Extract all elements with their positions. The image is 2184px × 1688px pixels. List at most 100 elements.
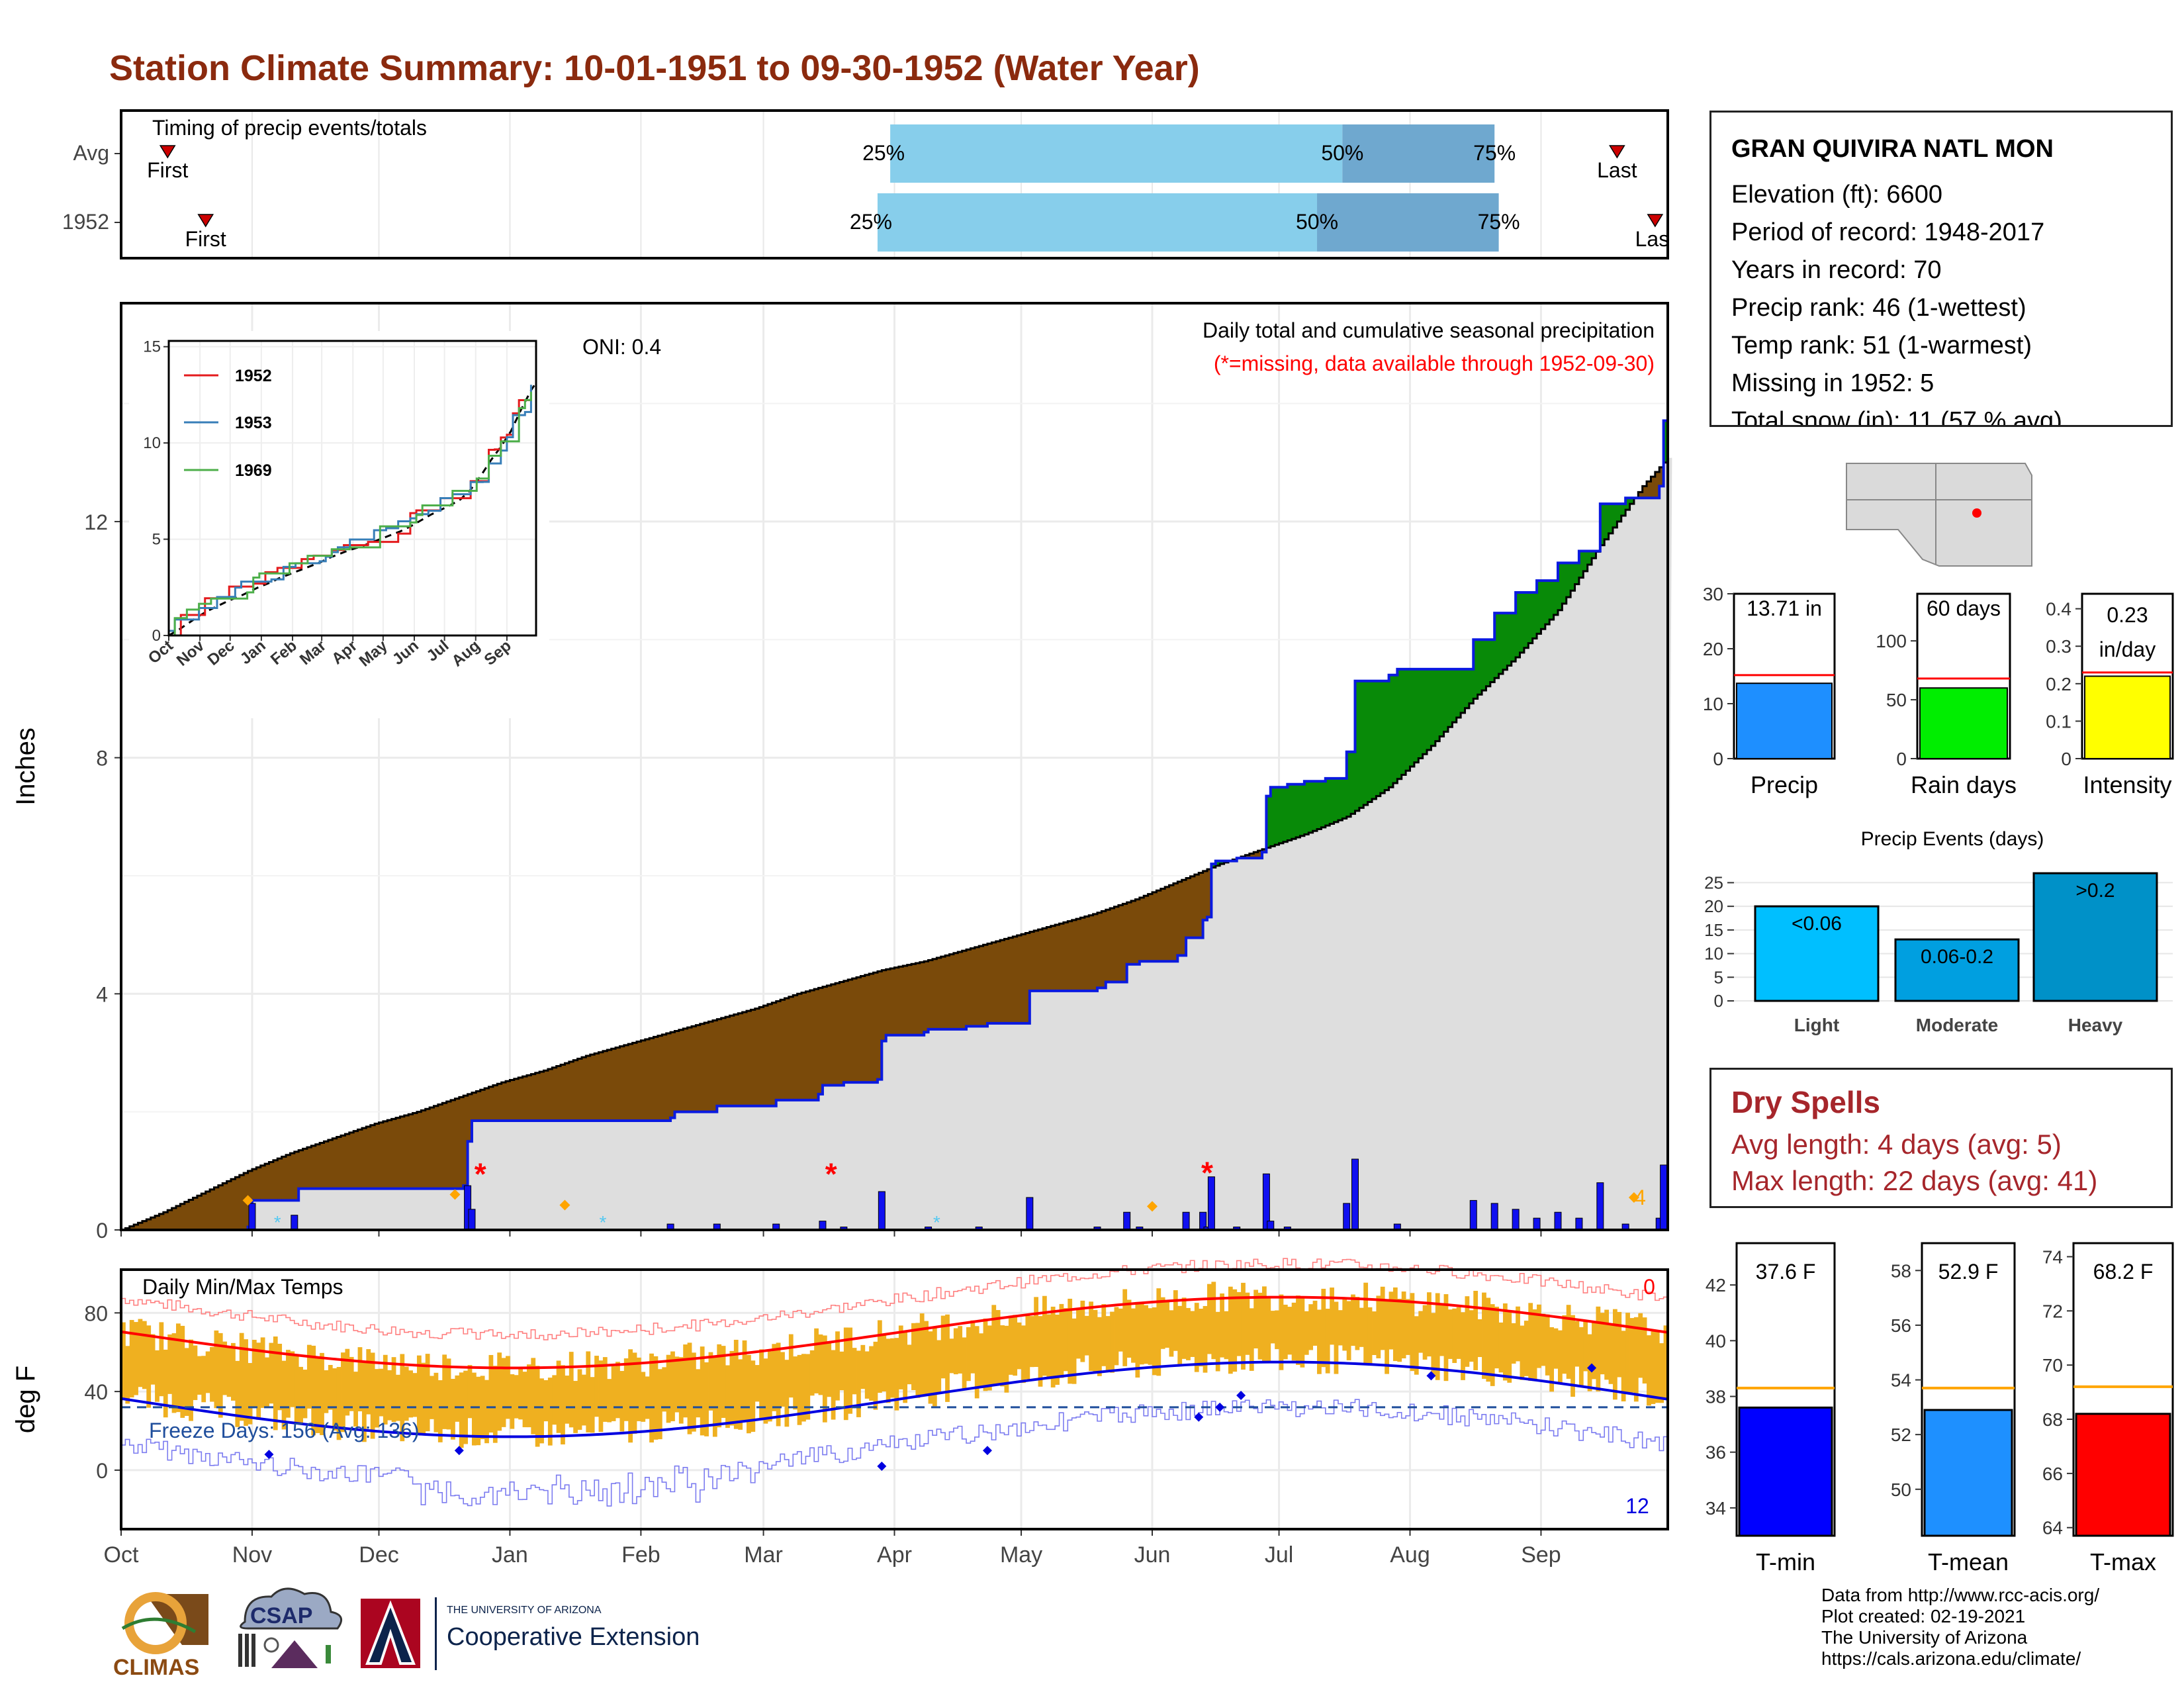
temp-daily-range-bar	[294, 1354, 299, 1425]
temp-x-tick-label: Jun	[1134, 1542, 1171, 1568]
precip-deficit-band	[176, 1205, 181, 1230]
precip-surplus-band	[1617, 504, 1622, 522]
timing-p25-label: 25%	[862, 141, 905, 165]
temp-daily-range-bar	[379, 1368, 384, 1417]
precip-deficit-band	[459, 1097, 464, 1189]
temp-daily-range-bar	[1042, 1295, 1047, 1376]
temp-daily-range-bar	[1410, 1293, 1415, 1372]
precip-snow-marker	[1628, 1192, 1639, 1203]
temp-daily-range-bar	[1397, 1299, 1402, 1362]
temp-daily-range-bar	[357, 1347, 363, 1412]
temp-daily-range-bar	[712, 1357, 717, 1437]
precip-deficit-band	[607, 1050, 612, 1121]
precip-deficit-band	[488, 1086, 494, 1121]
temp-daily-range-bar	[958, 1326, 963, 1374]
temp-daily-range-bar	[1287, 1307, 1293, 1355]
temp-daily-range-bar	[408, 1370, 413, 1418]
precip-deficit-band	[451, 1100, 456, 1189]
precip-surplus-band	[1215, 861, 1220, 866]
temp-daily-range-bar	[1245, 1292, 1250, 1355]
precip-deficit-band	[1105, 910, 1111, 982]
temp-record-marker	[982, 1446, 992, 1456]
precip-deficit-band	[1257, 851, 1263, 859]
temp-daily-range-bar	[1385, 1301, 1389, 1374]
precip-deficit-band	[721, 1017, 726, 1106]
timing-frame	[120, 109, 1669, 259]
precip-surplus-band	[1275, 787, 1280, 845]
temp-daily-range-bar	[1516, 1306, 1520, 1362]
precip-count-label: 4	[1634, 1186, 1646, 1209]
temp-daily-range-bar	[793, 1356, 798, 1410]
temp-daily-range-bar	[1355, 1297, 1360, 1350]
temp-daily-range-bar	[442, 1354, 447, 1429]
precip-deficit-band	[222, 1183, 228, 1230]
precip-surplus-band	[1452, 669, 1457, 723]
temp-daily-range-bar	[1578, 1327, 1584, 1386]
temp-daily-range-bar	[421, 1362, 426, 1436]
temp-daily-range-bar	[1372, 1311, 1377, 1356]
precip-daily-bar	[1343, 1203, 1351, 1231]
precip-inset: 051015195219531969OctNovDecJanFebMarAprM…	[129, 331, 549, 718]
precip-deficit-band	[1093, 914, 1098, 991]
dry-spells-title: Dry Spells	[1731, 1085, 1880, 1119]
precip-daily-bar	[819, 1221, 827, 1231]
events-bar-label: >0.2	[2075, 880, 2115, 902]
precip-deficit-band	[480, 1090, 485, 1121]
temp-daily-range-bar	[176, 1323, 181, 1413]
temp-daily-range-bar	[717, 1344, 722, 1428]
precip-daily-bar	[1490, 1203, 1498, 1231]
station-snow: Total snow (in): 11 (57 % avg)	[1731, 407, 2062, 427]
precip-deficit-band	[383, 1121, 388, 1189]
precip-deficit-band	[336, 1137, 341, 1189]
precip-deficit-band	[1050, 925, 1056, 991]
temp-daily-range-bar	[324, 1370, 329, 1413]
temp-daily-range-bar	[1021, 1325, 1026, 1383]
temp-daily-range-bar	[1461, 1312, 1465, 1380]
precip-deficit-band	[506, 1081, 511, 1121]
precip-surplus-band	[1566, 563, 1571, 598]
temp-daily-range-bar	[1008, 1315, 1013, 1375]
temp-daily-range-bar	[197, 1356, 202, 1395]
csap-logo-text: CSAP	[250, 1603, 312, 1628]
temp-daily-range-bar	[738, 1359, 743, 1430]
precip-deficit-band	[1245, 855, 1250, 859]
temp-daily-range-bar	[1199, 1308, 1204, 1367]
precip-surplus-band	[1435, 669, 1440, 741]
temp-daily-range-bar	[1249, 1308, 1254, 1371]
temp-daily-range-bar	[193, 1345, 198, 1401]
precip-surplus-band	[1359, 680, 1364, 808]
temp-daily-range-bar	[569, 1352, 574, 1428]
precip-surplus-band	[1477, 639, 1482, 695]
timing-bar-high	[1317, 193, 1499, 252]
temp-daily-range-bar	[1532, 1309, 1537, 1382]
precip-deficit-band	[290, 1153, 295, 1201]
temp-summary-value-bar	[1923, 1409, 2013, 1537]
temp-daily-range-bar	[416, 1355, 422, 1434]
precip-daily-bar	[1469, 1199, 1477, 1231]
credit-url: https://cals.arizona.edu/climate/	[1821, 1648, 2081, 1669]
temp-daily-range-bar	[430, 1376, 434, 1419]
temp-daily-range-bar	[1131, 1308, 1136, 1363]
precip-deficit-band	[700, 1023, 705, 1112]
temp-daily-range-bar	[831, 1350, 836, 1420]
summary-bar-tick-label: 0	[1896, 749, 1907, 769]
temp-daily-range-bar	[353, 1372, 358, 1427]
timing-p25-label: 25%	[850, 210, 892, 234]
temp-summary-label: T-min	[1756, 1548, 1815, 1575]
temp-daily-range-bar	[611, 1366, 616, 1421]
temp-daily-range-bar	[1401, 1291, 1406, 1359]
temp-daily-range-bar	[1502, 1303, 1508, 1381]
precip-deficit-band	[577, 1058, 582, 1121]
temp-daily-range-bar	[1071, 1318, 1077, 1384]
temp-daily-range-bar	[1583, 1321, 1588, 1372]
temp-daily-range-bar	[1241, 1282, 1246, 1370]
precip-deficit-band	[641, 1040, 646, 1121]
precip-deficit-band	[425, 1109, 430, 1189]
temp-record-marker	[1194, 1412, 1204, 1422]
precip-deficit-band	[940, 957, 946, 1029]
temp-daily-range-bar	[1443, 1294, 1449, 1382]
precip-deficit-band	[1071, 919, 1077, 991]
temp-summary-tick-label: 40	[1706, 1331, 1726, 1351]
temp-daily-range-bar	[1215, 1311, 1220, 1372]
temp-daily-range-bar	[1520, 1325, 1525, 1380]
